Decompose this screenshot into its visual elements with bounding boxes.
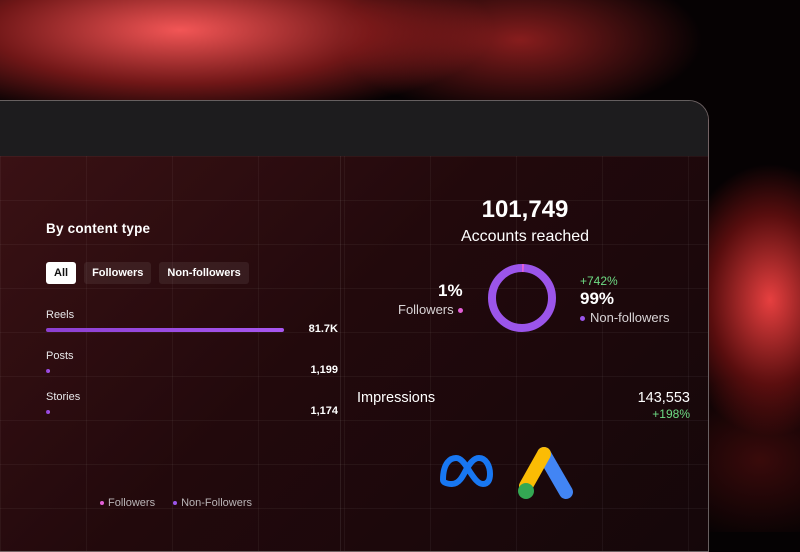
followers-percent: 1% xyxy=(438,281,463,300)
non-followers-change: +742% xyxy=(580,274,618,288)
metric-value: 1,199 xyxy=(310,364,338,376)
column-divider xyxy=(340,156,341,551)
metric-bar xyxy=(46,328,284,332)
non-followers-dot xyxy=(580,316,585,322)
metric-bar-fill xyxy=(46,369,50,373)
metric-value: 1,174 xyxy=(310,405,338,417)
donut-segment-non-followers xyxy=(488,264,556,332)
filter-followers-button[interactable]: Followers xyxy=(84,262,152,284)
reach-donut-chart xyxy=(488,264,556,332)
non-followers-label: Non-followers xyxy=(580,310,669,325)
followers-label: Followers xyxy=(398,302,463,317)
legend-item-non-followers: Non-Followers xyxy=(173,497,252,509)
metric-label: Posts xyxy=(46,350,74,362)
legend-dot xyxy=(100,501,104,506)
legend-label: Non-Followers xyxy=(181,497,252,509)
metric-label: Stories xyxy=(46,391,81,403)
non-followers-percent: 99% xyxy=(580,289,615,308)
window-top-bar xyxy=(0,101,708,156)
meta-logo-icon xyxy=(440,455,493,487)
impressions-label: Impressions xyxy=(357,390,436,406)
metric-bar-fill xyxy=(46,410,50,414)
metric-row-reels: Reels 81.7K xyxy=(46,309,346,335)
metric-bar-fill xyxy=(46,328,284,332)
legend-dot xyxy=(173,501,178,506)
metric-value: 81.7K xyxy=(308,323,338,335)
metric-bar xyxy=(46,410,284,414)
metric-label: Reels xyxy=(46,309,75,321)
non-followers-label-text: Non-followers xyxy=(590,310,670,325)
chart-legend: Followers Non-Followers xyxy=(100,497,252,509)
donut-segment-followers xyxy=(488,264,556,332)
metric-bar xyxy=(46,369,284,373)
followers-dot xyxy=(457,308,463,314)
accounts-reached-label: Accounts reached xyxy=(460,228,590,245)
google-ads-logo-icon xyxy=(518,447,573,499)
followers-label-text: Followers xyxy=(398,302,454,317)
metric-row-stories: Stories 1,174 xyxy=(46,391,346,417)
legend-item-followers: Followers xyxy=(100,497,155,509)
content-filter-tabs: All Followers Non-followers xyxy=(46,262,249,284)
impressions-change: +198% xyxy=(652,407,690,421)
dashboard-screen: By content type All Followers Non-follow… xyxy=(0,156,708,551)
filter-non-followers-button[interactable]: Non-followers xyxy=(159,262,249,284)
dashboard-window: By content type All Followers Non-follow… xyxy=(0,100,709,552)
legend-label: Followers xyxy=(108,497,156,509)
impressions-value: 143,553 xyxy=(637,390,690,406)
filter-all-button[interactable]: All xyxy=(46,262,77,284)
accounts-reached-value: 101,749 xyxy=(481,196,569,223)
section-title: By content type xyxy=(46,221,151,236)
metric-row-posts: Posts 1,199 xyxy=(46,350,346,376)
